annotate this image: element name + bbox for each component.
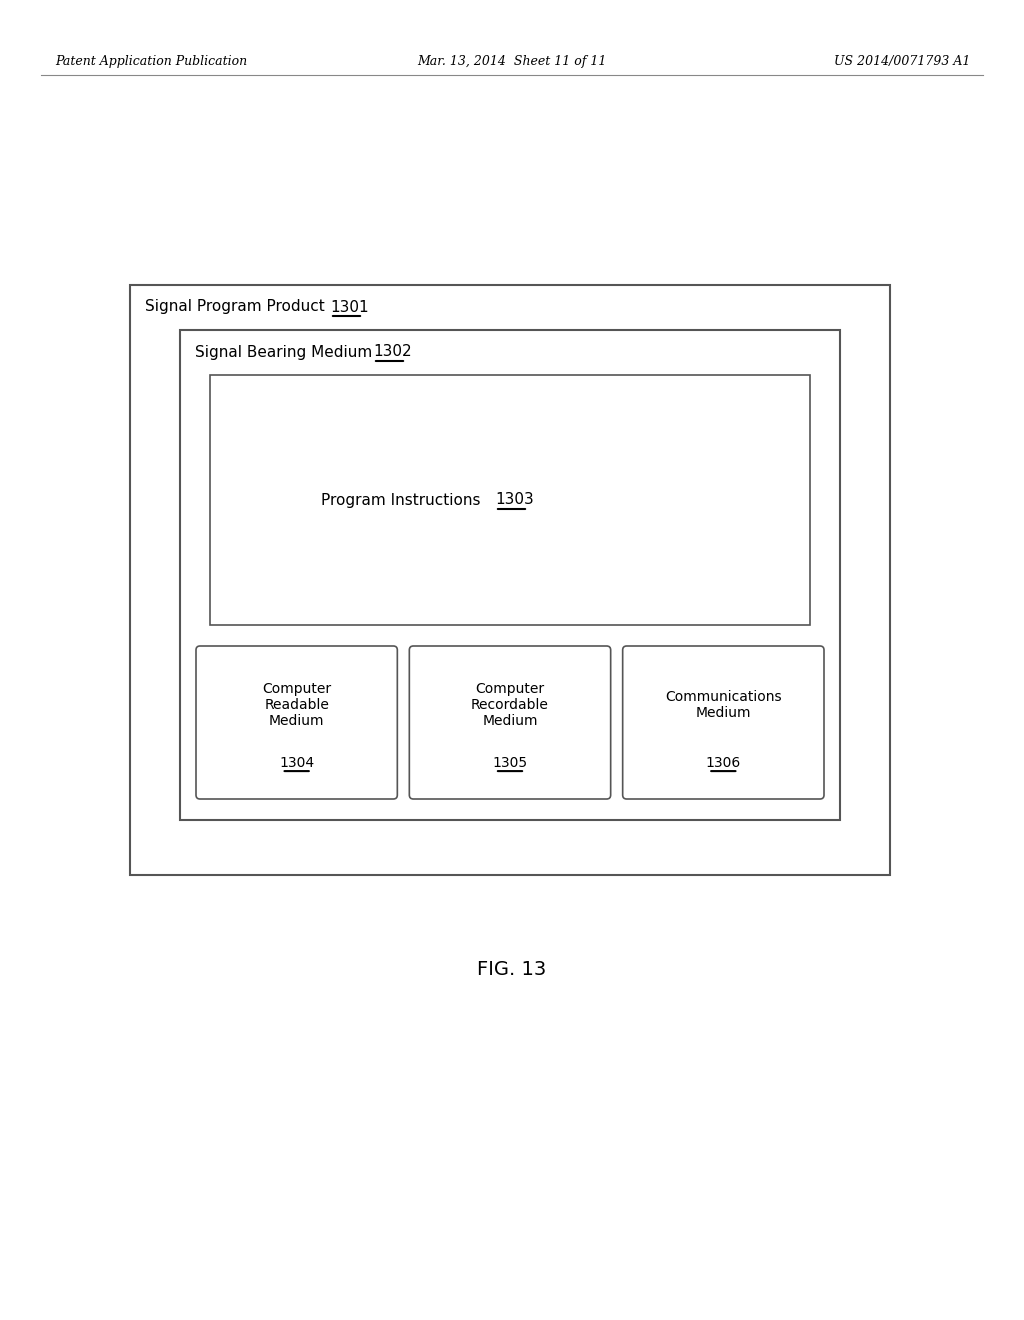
FancyBboxPatch shape xyxy=(180,330,840,820)
FancyBboxPatch shape xyxy=(196,645,397,799)
Text: Signal Program Product: Signal Program Product xyxy=(145,300,335,314)
Text: 1304: 1304 xyxy=(280,756,314,770)
Text: 1306: 1306 xyxy=(706,756,741,770)
Text: 1301: 1301 xyxy=(330,300,369,314)
Text: US 2014/0071793 A1: US 2014/0071793 A1 xyxy=(834,55,970,69)
Text: FIG. 13: FIG. 13 xyxy=(477,960,547,979)
Text: Computer
Readable
Medium: Computer Readable Medium xyxy=(262,682,331,729)
Text: Signal Bearing Medium: Signal Bearing Medium xyxy=(195,345,382,359)
FancyBboxPatch shape xyxy=(623,645,824,799)
Text: Communications
Medium: Communications Medium xyxy=(665,690,781,721)
Text: Patent Application Publication: Patent Application Publication xyxy=(55,55,247,69)
Text: 1302: 1302 xyxy=(373,345,412,359)
Text: Mar. 13, 2014  Sheet 11 of 11: Mar. 13, 2014 Sheet 11 of 11 xyxy=(418,55,606,69)
FancyBboxPatch shape xyxy=(130,285,890,875)
Text: Program Instructions: Program Instructions xyxy=(321,492,490,507)
Text: 1303: 1303 xyxy=(495,492,534,507)
FancyBboxPatch shape xyxy=(410,645,610,799)
Text: 1305: 1305 xyxy=(493,756,527,770)
FancyBboxPatch shape xyxy=(210,375,810,624)
Text: Computer
Recordable
Medium: Computer Recordable Medium xyxy=(471,682,549,729)
